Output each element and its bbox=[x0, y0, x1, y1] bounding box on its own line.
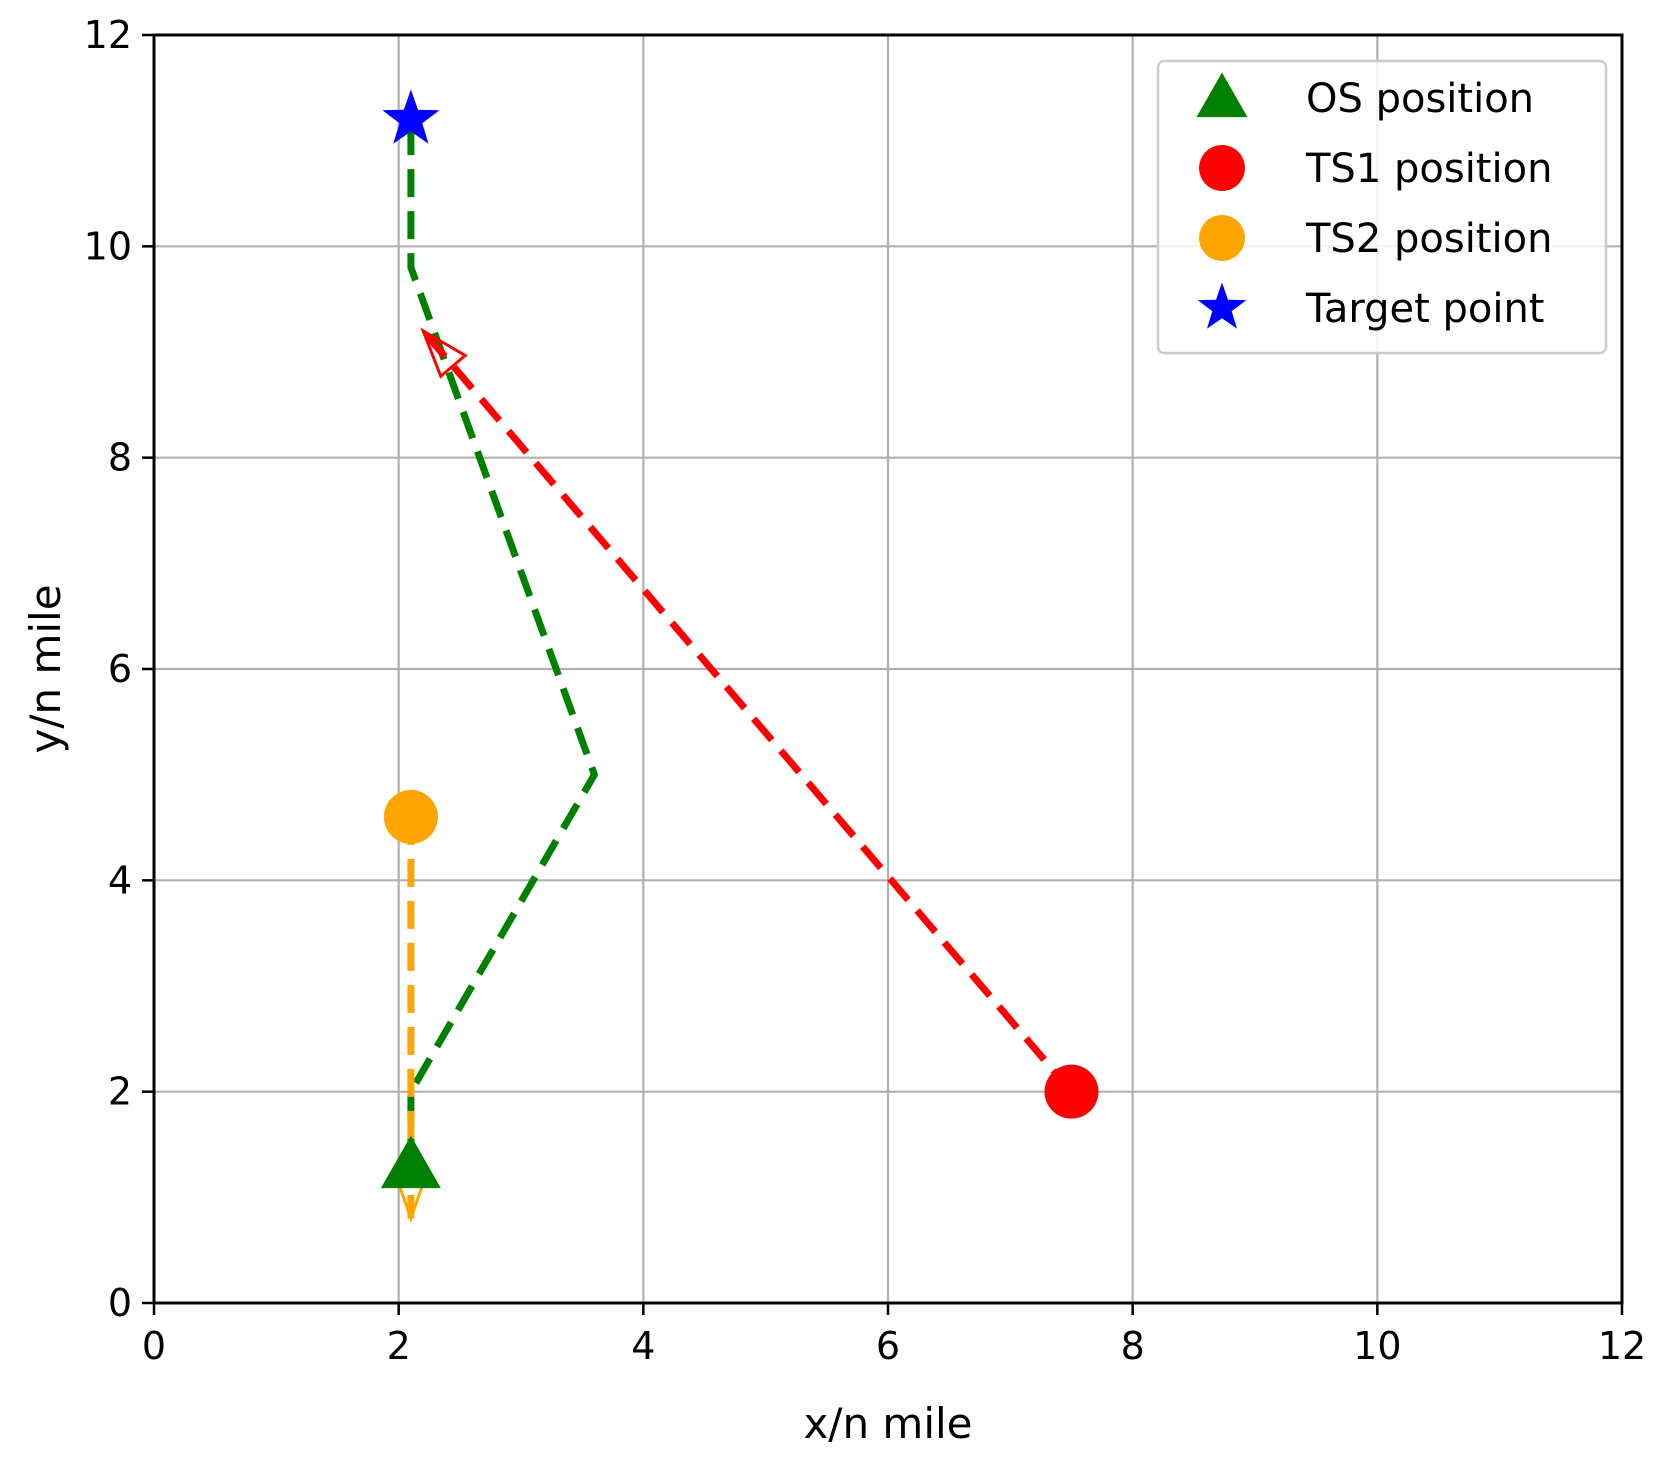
x-tick-label: 0 bbox=[142, 1324, 166, 1368]
star-marker-icon bbox=[1197, 282, 1247, 329]
x-tick-label: 10 bbox=[1353, 1324, 1401, 1368]
trajectory-line bbox=[420, 328, 1075, 1094]
legend: OS position TS1 position TS2 position Targe… bbox=[1156, 59, 1608, 355]
y-tick-label: 12 bbox=[84, 13, 132, 57]
circle-marker-icon bbox=[1044, 1064, 1099, 1119]
x-axis-label: x/n mile bbox=[803, 1399, 972, 1448]
y-axis-label: y/n mile bbox=[21, 584, 70, 753]
legend-label: TS2 position bbox=[1305, 216, 1552, 262]
x-tick-label: 6 bbox=[876, 1324, 900, 1368]
circle-marker-icon bbox=[383, 789, 438, 844]
star-marker-icon bbox=[382, 89, 440, 144]
trajectory-line bbox=[407, 119, 598, 1166]
y-tick-label: 8 bbox=[108, 436, 132, 480]
axis-ticks: 0 2 4 6 8 10 12 0 2 4 6 8 10 12 bbox=[84, 13, 1647, 1368]
legend-label: OS position bbox=[1306, 76, 1534, 122]
circle-marker-icon bbox=[1199, 145, 1245, 191]
x-tick-label: 4 bbox=[631, 1324, 655, 1368]
position-markers bbox=[380, 89, 1099, 1189]
circle-marker-icon bbox=[1199, 215, 1245, 261]
y-tick-label: 4 bbox=[108, 858, 132, 902]
y-tick-label: 2 bbox=[108, 1070, 132, 1114]
y-tick-label: 6 bbox=[108, 647, 132, 691]
x-tick-label: 8 bbox=[1121, 1324, 1145, 1368]
legend-label: Target point bbox=[1305, 286, 1544, 332]
x-tick-label: 12 bbox=[1598, 1324, 1646, 1368]
y-tick-label: 10 bbox=[84, 224, 132, 268]
legend-label: TS1 position bbox=[1305, 146, 1552, 192]
triangle-marker-icon bbox=[1196, 72, 1248, 118]
arrow-head-icon bbox=[420, 327, 468, 379]
legend-box bbox=[1156, 59, 1608, 355]
x-tick-label: 2 bbox=[387, 1324, 411, 1368]
y-tick-label: 0 bbox=[108, 1281, 132, 1325]
triangle-marker-icon bbox=[380, 1135, 441, 1189]
